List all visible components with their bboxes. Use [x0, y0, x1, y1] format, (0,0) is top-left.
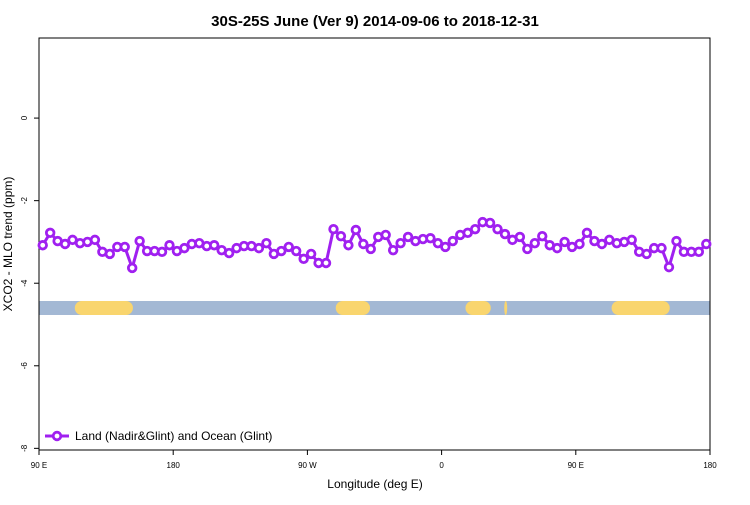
point — [179, 242, 190, 254]
point — [253, 242, 265, 254]
y-axis-label: XCO2 - MLO trend (ppm) — [1, 177, 15, 312]
y-tick-label: -6 — [20, 362, 29, 370]
point — [395, 237, 406, 249]
land-segment — [504, 300, 508, 315]
point — [492, 223, 503, 235]
point — [499, 228, 511, 240]
y-tick-label: -2 — [20, 197, 29, 205]
point — [350, 224, 362, 236]
point — [380, 229, 391, 241]
chart-title: 30S-25S June (Ver 9) 2014-09-06 to 2018-… — [211, 13, 539, 30]
point — [209, 240, 220, 251]
land-segment — [335, 300, 371, 315]
point — [432, 237, 444, 249]
point — [693, 246, 705, 258]
x-tick-label: 0 — [439, 461, 444, 470]
point — [701, 238, 712, 250]
x-tick-label: 180 — [167, 461, 181, 470]
land-segment — [611, 300, 670, 315]
point — [641, 248, 652, 260]
point — [537, 230, 548, 242]
land-segment — [74, 300, 133, 315]
point — [425, 233, 436, 244]
point — [596, 238, 608, 250]
point — [291, 245, 302, 257]
point — [671, 235, 682, 247]
point — [305, 248, 317, 260]
point — [89, 234, 101, 246]
point — [484, 217, 496, 229]
point — [134, 235, 145, 247]
point — [626, 234, 637, 246]
point — [119, 241, 130, 253]
point — [261, 237, 272, 249]
y-tick-label: 0 — [20, 115, 29, 120]
land-segment — [465, 300, 491, 315]
x-axis-label: Longitude (deg E) — [327, 477, 422, 491]
point — [156, 246, 168, 258]
point — [328, 223, 339, 235]
point — [447, 235, 458, 247]
x-tick-label: 90 E — [568, 461, 584, 470]
point — [358, 238, 369, 250]
point — [663, 261, 675, 273]
point — [44, 227, 56, 239]
x-tick-label: 180 — [703, 461, 717, 470]
point — [514, 231, 526, 243]
point — [276, 245, 287, 257]
point — [223, 247, 235, 259]
y-tick-label: -8 — [20, 444, 29, 452]
point — [164, 240, 175, 251]
x-tick-label: 90 W — [298, 461, 317, 470]
point — [559, 236, 570, 248]
y-tick-label: -4 — [20, 279, 29, 287]
point — [37, 240, 48, 251]
point — [462, 227, 473, 239]
point — [656, 242, 667, 254]
point — [387, 244, 399, 256]
point — [529, 237, 540, 249]
ocean-band — [39, 300, 710, 315]
x-tick-label: 90 E — [31, 461, 47, 470]
point — [402, 231, 414, 243]
point — [126, 262, 138, 274]
point — [522, 243, 533, 255]
point — [365, 243, 376, 255]
point — [574, 238, 585, 250]
legend-label: Land (Nadir&Glint) and Ocean (Glint) — [75, 429, 272, 443]
legend-marker — [51, 430, 63, 442]
point — [469, 223, 481, 235]
point — [104, 248, 116, 260]
point — [551, 242, 563, 254]
point — [298, 253, 309, 265]
point — [283, 241, 294, 253]
point — [320, 257, 332, 269]
point — [59, 238, 71, 250]
point — [440, 241, 451, 253]
point — [335, 230, 347, 242]
point — [581, 227, 593, 239]
point — [343, 240, 354, 251]
